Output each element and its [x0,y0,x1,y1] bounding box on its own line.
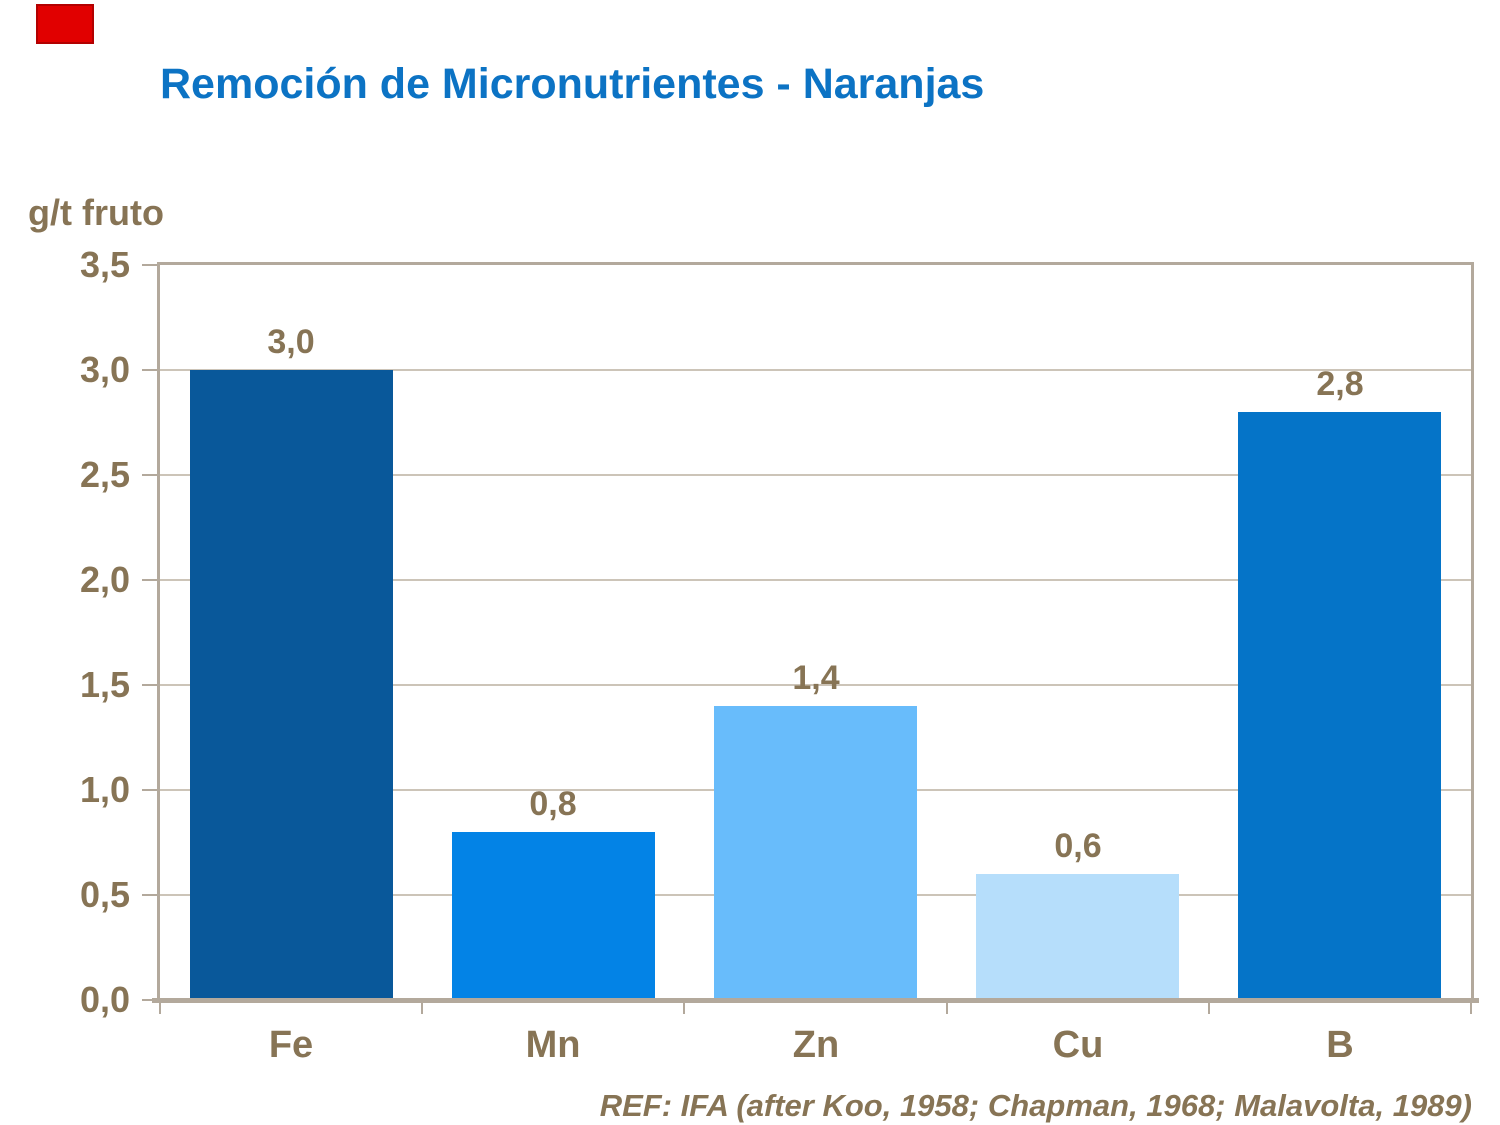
y-tick-label: 2,5 [79,454,130,495]
y-tick [142,474,157,476]
x-category-label-b: B [1326,1024,1354,1066]
y-tick [142,999,157,1001]
y-tick [142,264,157,266]
gridline [160,369,1471,371]
y-tick-label: 0,0 [79,979,130,1020]
x-category-label-fe: Fe [268,1024,314,1066]
y-tick [142,369,157,371]
x-category-label-mn: Mn [525,1024,581,1066]
y-axis-title: g/t fruto [28,192,164,233]
bar-mn [452,832,655,1000]
x-category-label-zn: Zn [792,1024,840,1066]
red-rectangle-decoration [36,4,94,44]
x-tick [946,1000,948,1014]
x-tick [683,1000,685,1014]
bar-value-label: 2,8 [1316,365,1364,403]
y-tick [142,579,157,581]
bar-cu [976,874,1179,1000]
gridline [160,579,1471,581]
gridline [160,474,1471,476]
x-tick [1470,1000,1472,1014]
x-tick [159,1000,161,1014]
y-tick [142,684,157,686]
bar-zn [714,706,917,1000]
bar-value-label: 1,4 [792,659,840,697]
y-tick-label: 3,0 [79,349,130,390]
gridline [160,684,1471,686]
y-tick-label: 1,0 [79,769,130,810]
bar-value-label: 0,8 [529,785,577,823]
x-tick [421,1000,423,1014]
y-tick [142,894,157,896]
y-tick-label: 2,0 [79,559,130,600]
bar-b [1238,412,1441,1000]
reference-citation: REF: IFA (after Koo, 1958; Chapman, 1968… [599,1088,1472,1123]
x-axis-baseline [152,998,1479,1003]
bar-value-label: 0,6 [1054,827,1102,865]
bar-value-label: 3,0 [267,323,315,361]
y-tick-label: 0,5 [79,874,130,915]
y-tick-label: 1,5 [79,664,130,705]
bar-fe [190,370,393,1000]
x-category-label-cu: Cu [1052,1024,1104,1066]
x-tick [1208,1000,1210,1014]
y-tick-label: 3,5 [79,244,130,285]
chart-title: Remoción de Micronutrientes - Naranjas [160,60,985,108]
y-tick [142,789,157,791]
